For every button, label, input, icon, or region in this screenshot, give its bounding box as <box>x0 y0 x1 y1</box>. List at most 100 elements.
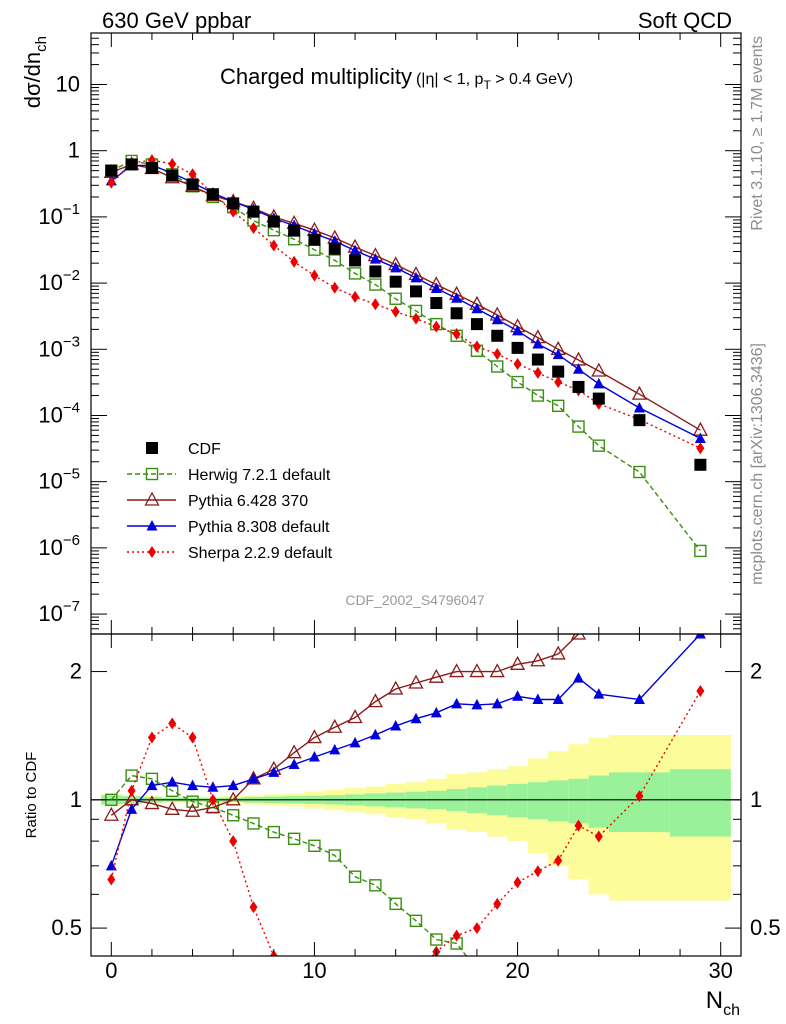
legend-marker <box>146 442 158 454</box>
ratio-y-tick-label: 0.5 <box>51 915 82 940</box>
data-point <box>392 988 400 1000</box>
plot-title: Charged multiplicity (|η| < 1, pT > 0.4 G… <box>220 64 573 92</box>
data-point <box>347 709 363 724</box>
data-point <box>428 668 444 683</box>
data-point <box>349 736 361 748</box>
legend-label: CDF <box>188 441 221 458</box>
ratio-y-tick-label-right: 2 <box>750 659 762 684</box>
data-point <box>451 697 463 709</box>
data-point <box>533 865 542 878</box>
y-tick-label: 1 <box>68 138 80 163</box>
data-point <box>410 712 422 724</box>
data-point <box>469 663 485 678</box>
data-point <box>493 897 502 910</box>
analysis-watermark: CDF_2002_S4796047 <box>345 592 485 608</box>
data-point <box>330 281 339 294</box>
data-point <box>227 197 240 210</box>
data-point <box>327 718 343 733</box>
y-axis-label: dσ/dnch <box>20 36 50 108</box>
data-point <box>430 297 443 310</box>
data-point <box>513 357 522 370</box>
data-point <box>147 731 156 744</box>
arxiv-reference-label: mcplots.cern.ch [arXiv:1306.3436] <box>749 343 766 585</box>
data-point <box>144 795 160 810</box>
data-point <box>188 168 197 181</box>
rivet-version-label: Rivet 3.1.10, ≥ 1.7M events <box>749 36 766 231</box>
data-point <box>247 205 260 218</box>
data-point <box>471 964 482 975</box>
ratio-series-herwig-7-2-1-default <box>105 769 482 975</box>
data-point <box>694 544 707 558</box>
y-tick-label: 10−3 <box>38 333 80 361</box>
data-point <box>452 929 461 942</box>
data-point <box>349 254 362 267</box>
data-point <box>509 655 526 670</box>
data-point <box>552 348 564 360</box>
data-point <box>471 698 483 710</box>
x-axis-label: Nch <box>706 987 740 1019</box>
data-point <box>633 465 646 479</box>
data-point <box>227 779 239 791</box>
data-point <box>105 859 117 871</box>
axes-frame <box>90 32 742 957</box>
data-point <box>225 791 241 806</box>
data-point <box>594 830 603 843</box>
data-point <box>390 261 402 273</box>
data-point <box>310 269 319 282</box>
data-point <box>371 298 380 311</box>
legend-marker <box>144 491 160 506</box>
data-point <box>532 693 544 704</box>
band-inner-bin <box>527 782 549 820</box>
category-label: Soft QCD <box>637 8 732 33</box>
y-tick-label: 10−7 <box>38 598 80 626</box>
data-point <box>530 652 546 667</box>
data-point <box>328 242 341 255</box>
data-point <box>146 779 158 791</box>
data-point <box>125 158 138 171</box>
data-point <box>168 717 177 730</box>
main-series-cdf <box>105 158 707 471</box>
ratio-series-sherpa-2-2-9-default <box>107 685 705 1017</box>
data-point <box>369 879 382 892</box>
main-series-pythia-8-308-default <box>105 159 706 443</box>
data-point <box>633 401 645 413</box>
data-point <box>491 313 503 325</box>
legend-item: Pythia 8.308 default <box>127 519 330 536</box>
data-point <box>592 392 605 405</box>
data-point <box>554 854 563 867</box>
data-point <box>694 458 707 471</box>
y-tick-label: 10−2 <box>38 267 80 295</box>
data-point <box>633 414 646 427</box>
data-point <box>267 825 281 839</box>
ratio-y-axis-label: Ratio to CDF <box>23 752 40 839</box>
main-frame <box>90 32 742 635</box>
series-line <box>110 164 701 440</box>
data-point <box>694 634 706 639</box>
data-point <box>369 278 382 291</box>
data-point <box>290 999 298 1011</box>
data-point <box>493 347 502 360</box>
data-point <box>306 729 323 744</box>
energy-label: 630 GeV ppbar <box>102 8 252 33</box>
data-point <box>491 329 504 342</box>
ratio-y-tick-label: 1 <box>70 787 82 812</box>
data-point <box>408 674 424 689</box>
legend-marker <box>145 467 159 481</box>
data-point <box>166 776 178 787</box>
data-point <box>349 244 361 256</box>
data-point <box>694 432 706 443</box>
legend-label: Pythia 8.308 default <box>188 519 330 536</box>
data-point <box>513 876 522 889</box>
x-tick-label: 0 <box>105 958 117 983</box>
data-point <box>533 366 542 379</box>
band-inner-bin <box>588 775 609 828</box>
data-point <box>348 870 362 883</box>
data-point <box>592 439 606 452</box>
legend-label: Herwig 7.2.1 default <box>188 467 331 484</box>
data-point <box>552 693 564 704</box>
data-point <box>371 1005 379 1017</box>
data-point <box>390 720 402 731</box>
main-series-group <box>103 154 708 558</box>
data-point <box>286 744 302 759</box>
data-point <box>267 215 280 228</box>
